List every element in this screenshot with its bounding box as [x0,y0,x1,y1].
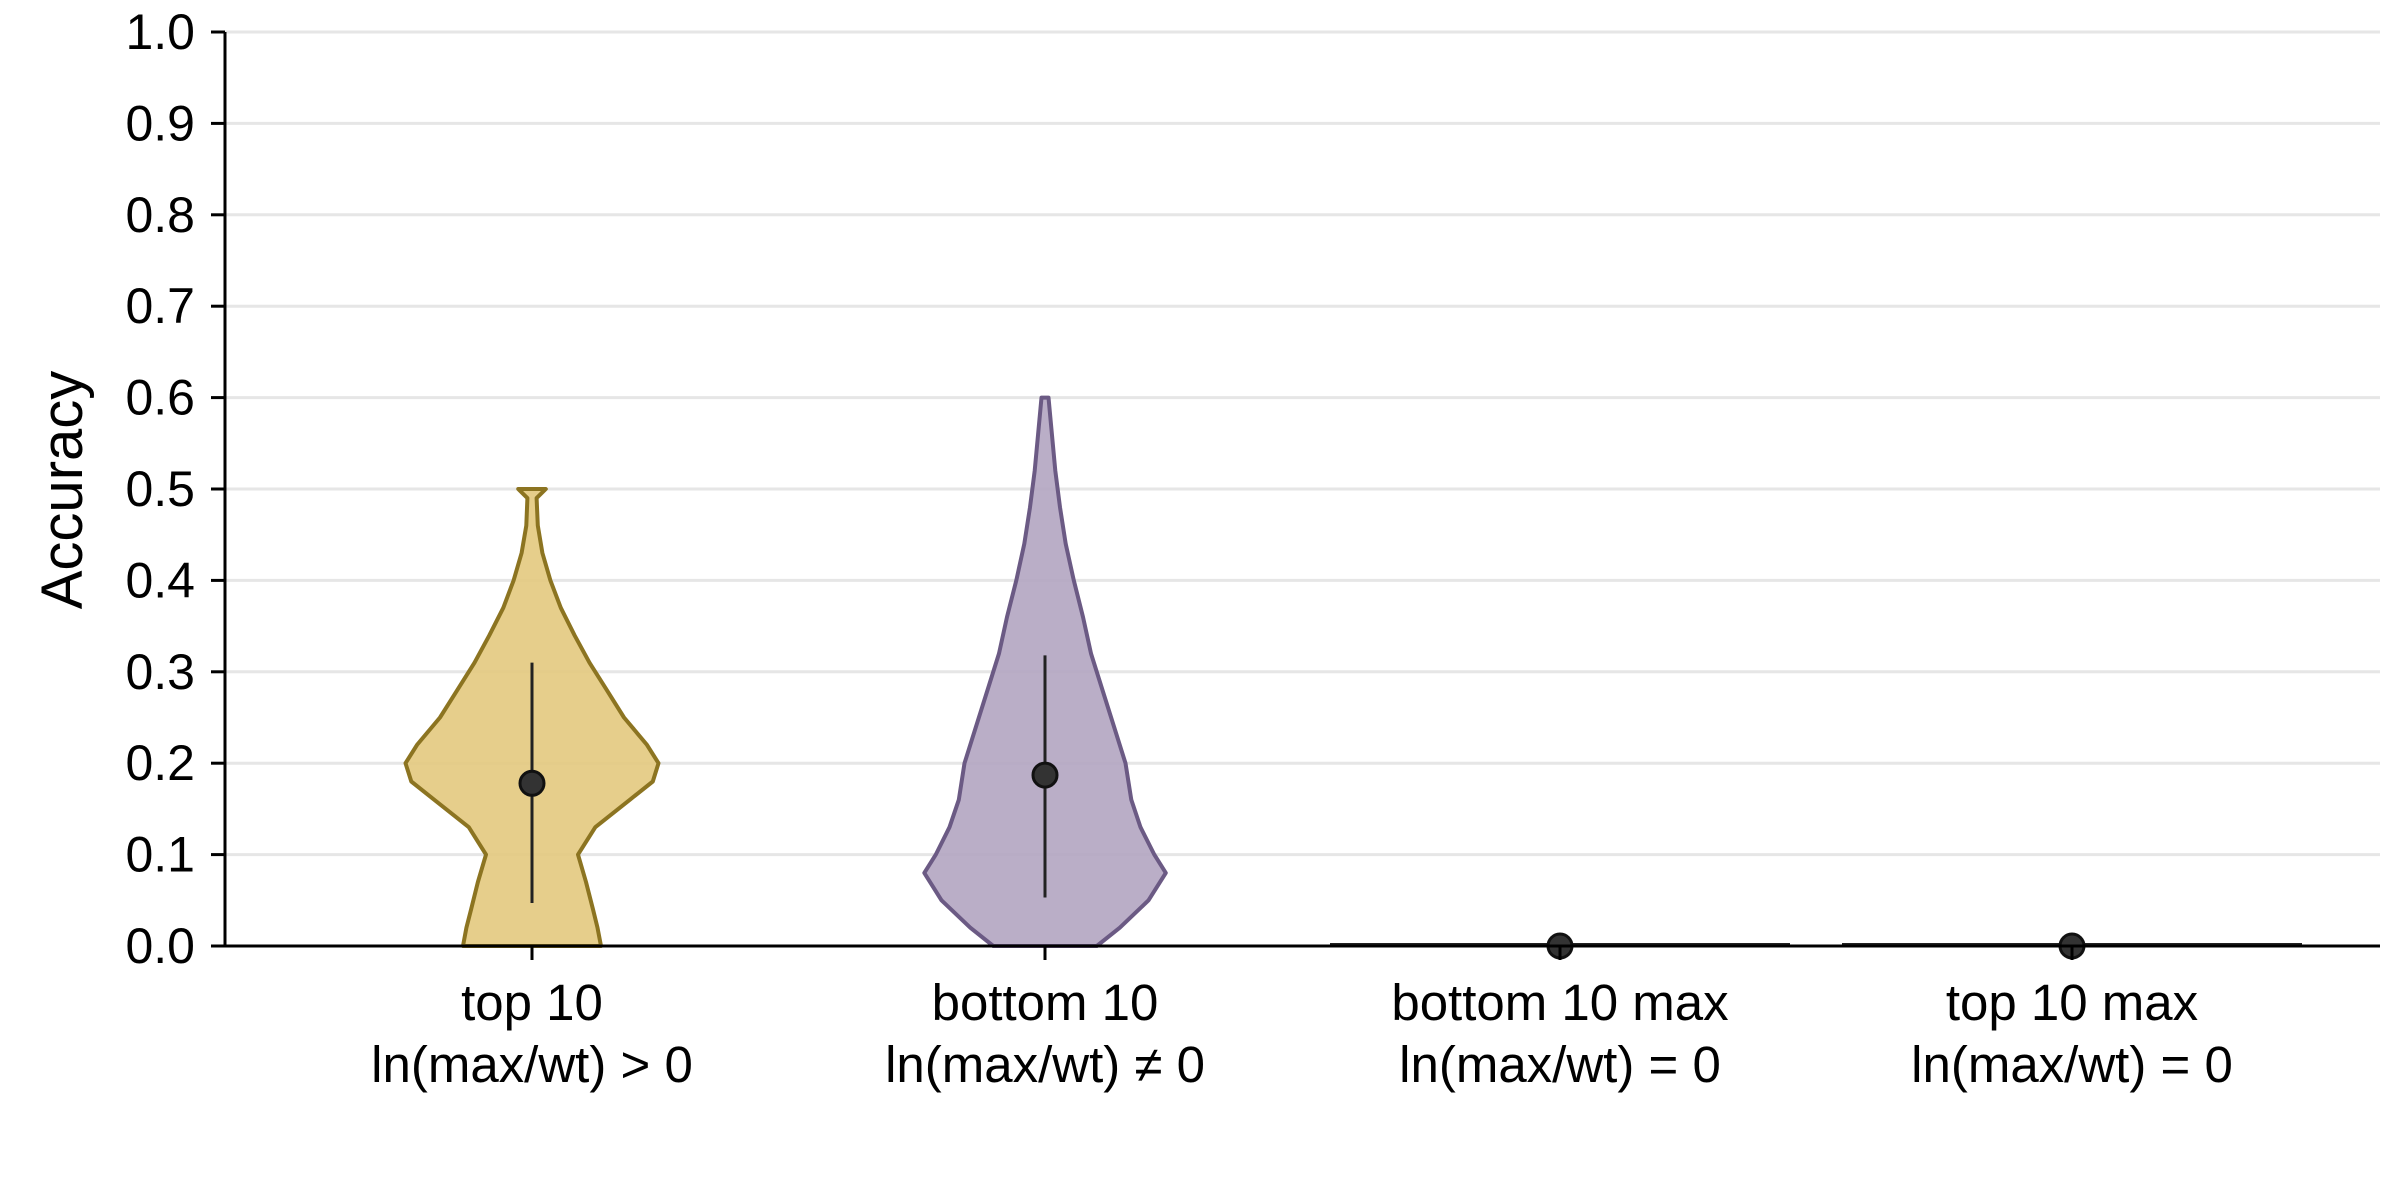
x-tick-label-line2: ln(max/wt) ≠ 0 [885,1036,1205,1093]
y-tick-label: 0.6 [125,370,195,426]
y-tick-label: 0.2 [125,735,195,791]
y-tick-label: 0.0 [125,918,195,974]
x-tick-label-line1: bottom 10 max [1391,974,1728,1031]
mean-point [1031,761,1059,789]
x-tick-label-line1: top 10 max [1946,974,2198,1031]
x-tick-label-line2: ln(max/wt) = 0 [1399,1036,1721,1093]
mean-point [518,769,546,797]
y-tick-label: 1.0 [125,4,195,60]
x-tick-label-line1: bottom 10 [932,974,1159,1031]
y-tick-label: 0.9 [125,95,195,151]
violins [403,395,2302,960]
x-tick-label-line2: ln(max/wt) = 0 [1911,1036,2233,1093]
violin-group [403,487,661,948]
x-tick-label-line2: ln(max/wt) > 0 [371,1036,693,1093]
x-tick-label-line1: top 10 [461,974,603,1031]
y-tick-label: 0.1 [125,827,195,883]
y-tick-label: 0.3 [125,644,195,700]
y-tick-label: 0.8 [125,187,195,243]
violin-group [922,395,1168,948]
y-tick-label: 0.4 [125,552,195,608]
y-axis-title: Accuracy [30,371,95,610]
y-tick-label: 0.7 [125,278,195,334]
y-tick-label: 0.5 [125,461,195,517]
